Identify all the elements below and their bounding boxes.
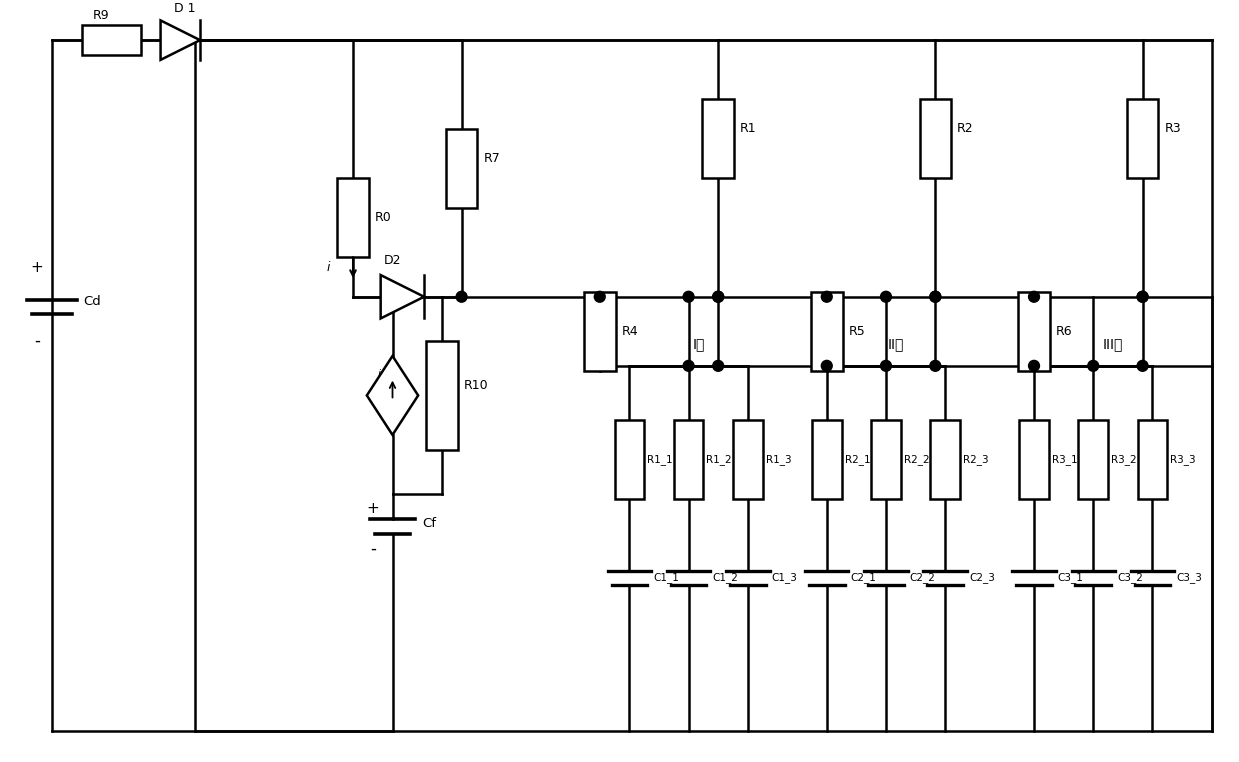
- Text: R7: R7: [483, 152, 501, 165]
- Bar: [615, 420, 644, 499]
- Text: C2_3: C2_3: [969, 572, 995, 584]
- Bar: [1020, 420, 1049, 499]
- Circle shape: [456, 291, 467, 303]
- Bar: [446, 129, 477, 208]
- Text: R6: R6: [1056, 325, 1073, 338]
- Bar: [1078, 420, 1108, 499]
- Text: C1_2: C1_2: [712, 572, 738, 584]
- Text: D 1: D 1: [175, 2, 196, 15]
- Bar: [1126, 99, 1158, 178]
- Circle shape: [1028, 291, 1040, 303]
- Circle shape: [595, 291, 605, 303]
- Circle shape: [1137, 291, 1149, 303]
- Circle shape: [683, 360, 694, 371]
- Circle shape: [1137, 360, 1149, 371]
- Circle shape: [930, 291, 940, 303]
- Text: R2: R2: [957, 123, 974, 136]
- Text: R2_3: R2_3: [963, 454, 989, 465]
- Text: III组: III组: [1103, 337, 1124, 351]
- Circle shape: [930, 360, 940, 371]
- Text: I组: I组: [693, 337, 705, 351]
- Text: R2_2: R2_2: [903, 454, 929, 465]
- Circle shape: [712, 291, 724, 303]
- Bar: [930, 420, 960, 499]
- Circle shape: [683, 291, 694, 303]
- Text: C2_2: C2_2: [909, 572, 935, 584]
- Text: C3_1: C3_1: [1058, 572, 1084, 584]
- Bar: [584, 292, 616, 371]
- Text: +: +: [367, 501, 379, 517]
- Text: -: -: [35, 332, 40, 351]
- Text: R9: R9: [93, 9, 110, 22]
- Text: i: i: [327, 261, 330, 274]
- Bar: [703, 99, 733, 178]
- Bar: [337, 178, 369, 258]
- Text: Cf: Cf: [422, 517, 436, 530]
- Circle shape: [881, 291, 891, 303]
- Text: R4: R4: [622, 325, 638, 338]
- Text: R0: R0: [374, 211, 392, 224]
- Circle shape: [1137, 291, 1149, 303]
- Circle shape: [1088, 360, 1099, 371]
- Text: C2_1: C2_1: [850, 572, 876, 584]
- Text: II组: II组: [887, 337, 904, 351]
- Text: R1_1: R1_1: [647, 454, 673, 465]
- Text: R3_2: R3_2: [1111, 454, 1136, 465]
- Circle shape: [821, 291, 833, 303]
- Bar: [82, 25, 141, 55]
- Polygon shape: [380, 275, 424, 319]
- Polygon shape: [161, 21, 199, 60]
- Text: C3_3: C3_3: [1176, 572, 1202, 584]
- Text: R1_2: R1_2: [706, 454, 732, 465]
- Polygon shape: [367, 356, 418, 435]
- Bar: [1018, 292, 1049, 371]
- Circle shape: [712, 360, 724, 371]
- Bar: [674, 420, 704, 499]
- Text: +: +: [31, 260, 43, 274]
- Circle shape: [712, 291, 724, 303]
- Text: R3_1: R3_1: [1052, 454, 1078, 465]
- Text: R1_3: R1_3: [766, 454, 792, 465]
- Text: C3_2: C3_2: [1116, 572, 1142, 584]
- Text: CCCS: CCCS: [400, 378, 409, 403]
- Circle shape: [930, 291, 940, 303]
- Text: i: i: [378, 369, 380, 379]
- Bar: [1137, 420, 1167, 499]
- Bar: [871, 420, 901, 499]
- Text: R5: R5: [849, 325, 865, 338]
- Text: R3_3: R3_3: [1170, 454, 1196, 465]
- Text: -: -: [369, 539, 375, 558]
- Bar: [733, 420, 763, 499]
- Text: R2_1: R2_1: [845, 454, 870, 465]
- Circle shape: [1028, 360, 1040, 371]
- Circle shape: [881, 360, 891, 371]
- Text: C1_3: C1_3: [772, 572, 798, 584]
- Bar: [919, 99, 952, 178]
- Bar: [426, 341, 457, 450]
- Bar: [812, 292, 843, 371]
- Bar: [812, 420, 841, 499]
- Text: R10: R10: [463, 379, 488, 392]
- Text: D2: D2: [384, 255, 401, 267]
- Text: Cd: Cd: [83, 295, 102, 308]
- Text: R3: R3: [1165, 123, 1181, 136]
- Text: R1: R1: [740, 123, 757, 136]
- Circle shape: [821, 360, 833, 371]
- Text: C1_1: C1_1: [653, 572, 679, 584]
